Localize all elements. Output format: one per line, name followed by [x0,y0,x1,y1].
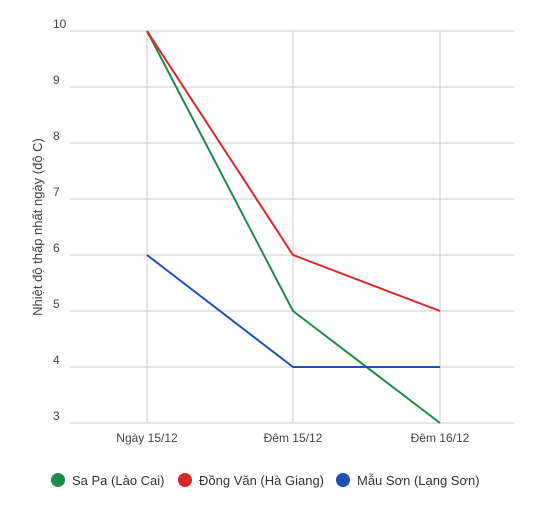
legend-item[interactable]: Sa Pa (Lào Cai) [51,473,165,488]
series-line-2 [146,254,440,368]
series-lines [146,30,441,424]
y-tick-label: 4 [53,353,60,367]
legend-label: Đồng Văn (Hà Giang) [199,473,324,488]
series-line-0 [146,30,441,424]
x-axis-ticks: Ngày 15/12 Đêm 15/12 Đêm 16/12 [116,431,469,445]
x-tick-label: Đêm 16/12 [411,431,470,445]
legend-marker [336,473,350,487]
legend-item[interactable]: Mẫu Sơn (Lạng Sơn) [336,473,480,488]
legend-label: Mẫu Sơn (Lạng Sơn) [357,473,480,488]
y-tick-label: 8 [53,129,60,143]
y-tick-label: 10 [53,17,67,31]
legend-label: Sa Pa (Lào Cai) [72,473,165,488]
x-tick-label: Ngày 15/12 [116,431,178,445]
y-tick-label: 6 [53,241,60,255]
x-tick-label: Đêm 15/12 [264,431,323,445]
y-tick-label: 5 [53,297,60,311]
legend-marker [178,473,192,487]
legend-marker [51,473,65,487]
series-line-1 [146,30,441,312]
legend-item[interactable]: Đồng Văn (Hà Giang) [178,473,324,488]
y-tick-label: 7 [53,185,60,199]
y-tick-label: 9 [53,73,60,87]
y-tick-label: 3 [53,409,60,423]
grid [70,30,514,424]
y-axis-ticks: 3 4 5 6 7 8 9 10 [53,17,67,423]
legend: Sa Pa (Lào Cai) Đồng Văn (Hà Giang) Mẫu Sơ… [51,473,480,488]
y-axis-label: Nhiệt độ thấp nhất ngày (độ C) [30,138,45,316]
